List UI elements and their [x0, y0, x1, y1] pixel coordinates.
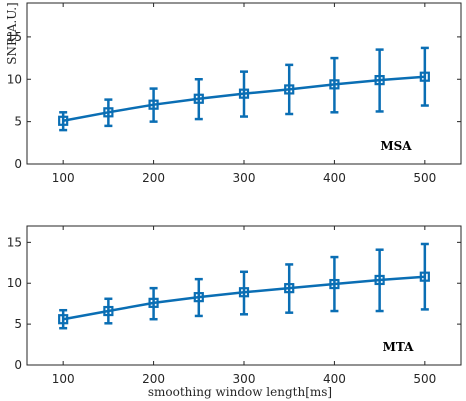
series-line — [62, 75, 425, 123]
x-axis-label: smoothing window length[ms] — [148, 385, 332, 399]
y-axis-label: SNR[A.U.] — [5, 2, 19, 64]
data-point — [193, 292, 204, 303]
x-tick-label: 200 — [142, 372, 165, 386]
data-point — [148, 99, 159, 110]
y-tick-label: 15 — [7, 235, 22, 249]
y-tick-label: 5 — [14, 115, 22, 129]
y-tick-label: 0 — [14, 157, 22, 171]
x-tick-label: 500 — [413, 372, 436, 386]
data-point — [284, 283, 295, 294]
x-tick-label: 400 — [323, 372, 346, 386]
data-point — [329, 79, 340, 90]
x-tick-label: 500 — [413, 171, 436, 185]
x-tick-label: 100 — [52, 372, 75, 386]
data-point — [58, 115, 69, 126]
data-point — [419, 71, 430, 82]
data-point — [329, 278, 340, 290]
panel-mta: 100 200 300 400 500 0 5 10 15 MTA smoothing window… — [7, 225, 462, 399]
x-tick-label: 300 — [233, 372, 256, 386]
data-point — [419, 271, 430, 282]
panel-annotation: MSA — [380, 139, 412, 153]
data-point — [148, 297, 159, 308]
data-point — [374, 274, 385, 286]
y-tick-label: 10 — [7, 72, 22, 86]
panel-msa: 100 200 300 400 500 0 5 10 15 MSA SNR[A.U.] — [5, 2, 462, 185]
panel-annotation: MTA — [383, 340, 415, 354]
y-tick-label: 5 — [14, 317, 22, 331]
data-point — [193, 93, 204, 104]
data-point — [103, 107, 114, 118]
x-tick-label: 400 — [323, 171, 346, 185]
x-tick-label: 300 — [233, 171, 256, 185]
data-point — [58, 314, 69, 325]
y-tick-label: 0 — [14, 358, 22, 372]
y-tick-label: 15 — [7, 30, 22, 44]
data-point — [374, 75, 385, 86]
data-point — [238, 88, 250, 99]
series-line — [62, 275, 425, 321]
data-point — [103, 305, 114, 317]
x-tick-label: 100 — [52, 171, 75, 185]
data-point — [238, 287, 250, 298]
x-tick-label: 200 — [142, 171, 165, 185]
y-tick-label: 10 — [7, 276, 22, 290]
data-point — [284, 84, 295, 95]
